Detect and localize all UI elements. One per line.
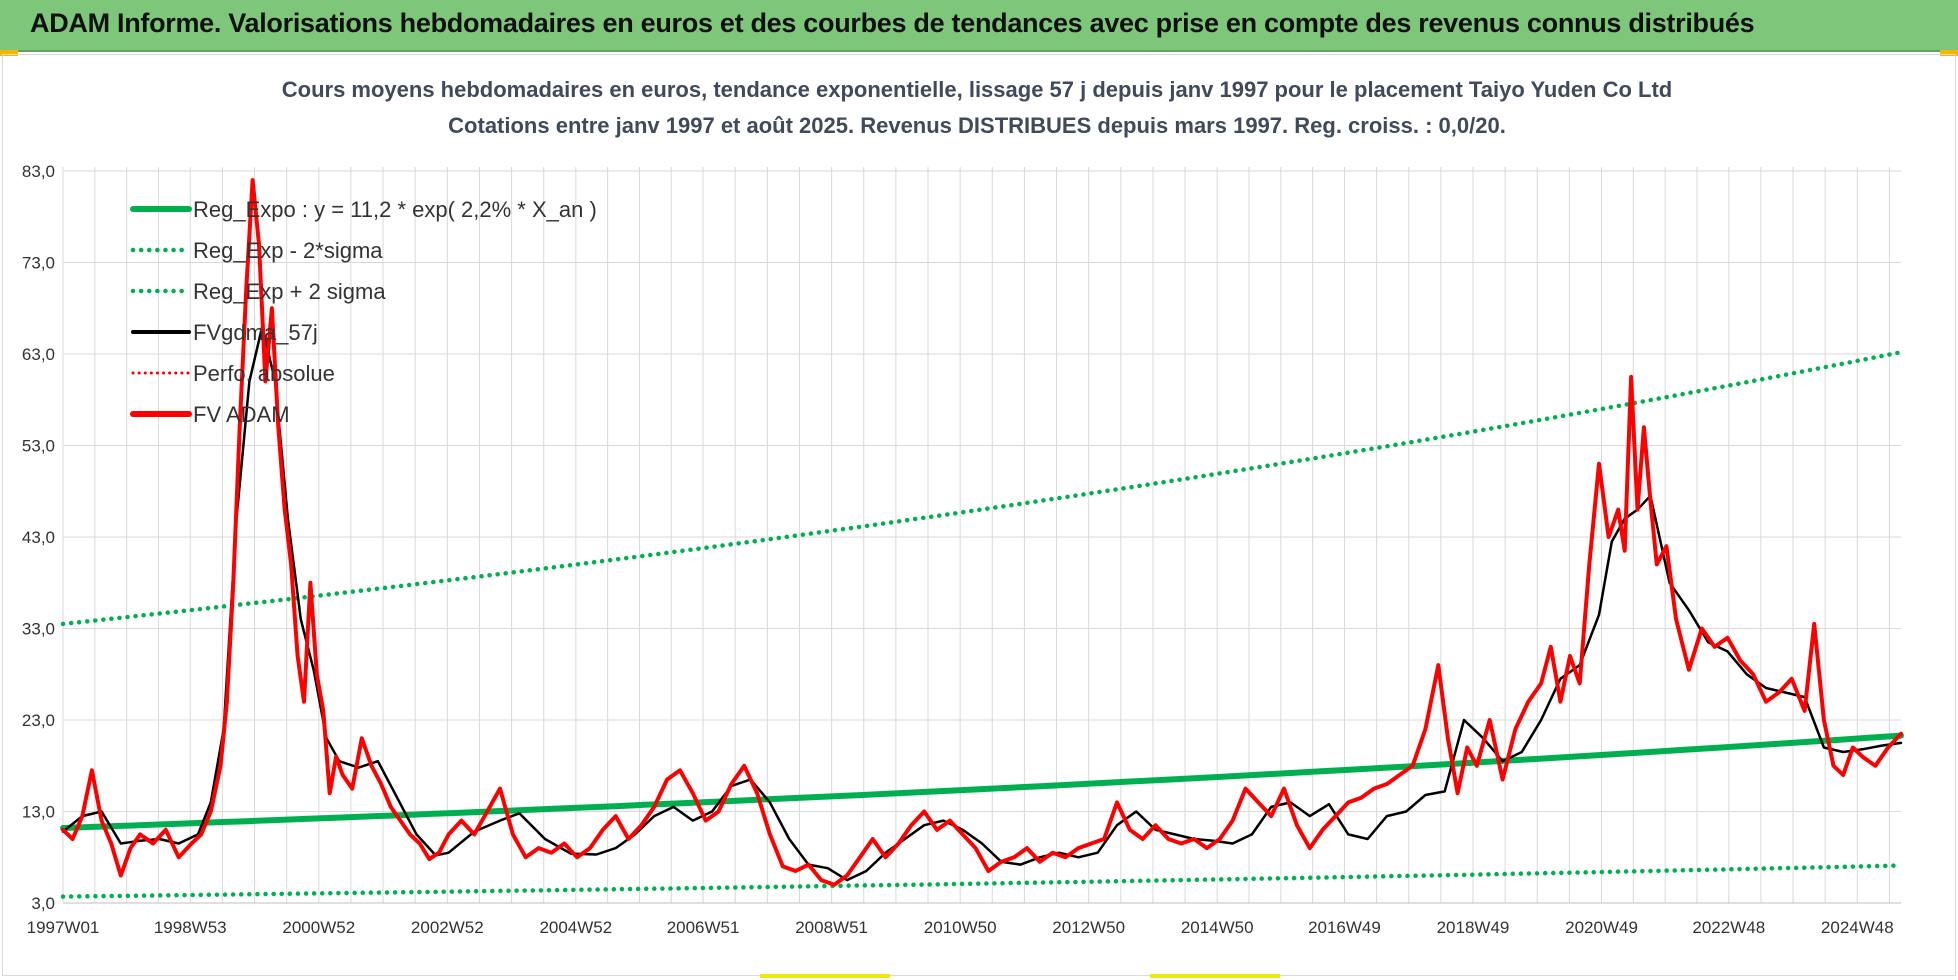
y-tick-label: 23,0 [22,711,55,730]
x-tick-label: 2012W50 [1052,918,1125,937]
series-line-fvgdma-57j-3 [63,327,1901,881]
y-tick-label: 43,0 [22,528,55,547]
x-tick-label: 2020W49 [1565,918,1638,937]
y-tick-label: 33,0 [22,620,55,639]
y-tick-label: 3,0 [31,894,55,913]
chart-title: Cours moyens hebdomadaires en euros, ten… [282,77,1673,102]
x-tick-label: 1998W53 [154,918,227,937]
series-line-reg-exp-1 [63,866,1901,897]
title-banner: ADAM Informe. Valorisations hebdomadaire… [0,0,1958,52]
y-tick-label: 13,0 [22,803,55,822]
x-tick-label: 1997W01 [27,918,100,937]
chart-area: Cours moyens hebdomadaires en euros, ten… [2,54,1956,976]
y-tick-label: 53,0 [22,437,55,456]
x-tick-label: 2004W52 [539,918,612,937]
chart-subtitle: Cotations entre janv 1997 et août 2025. … [448,113,1506,138]
x-tick-label: 2008W51 [795,918,868,937]
x-tick-label: 2024W48 [1821,918,1894,937]
x-tick-label: 2006W51 [667,918,740,937]
x-tick-label: 2000W52 [282,918,355,937]
x-tick-label: 2016W49 [1308,918,1381,937]
y-tick-label: 83,0 [22,162,55,181]
x-tick-label: 2010W50 [924,918,997,937]
x-tick-label: 2018W49 [1437,918,1510,937]
legend-label: Reg_Exp + 2 sigma [193,279,386,304]
bottom-mark-2 [1150,974,1280,978]
x-tick-label: 2014W50 [1181,918,1254,937]
bottom-mark-1 [760,974,890,978]
legend: Reg_Expo : y = 11,2 * exp( 2,2% * X_an )… [133,197,597,427]
legend-label: Reg_Exp - 2*sigma [193,238,383,263]
legend-label: FVgdma_57j [193,320,318,345]
legend-label: Reg_Expo : y = 11,2 * exp( 2,2% * X_an ) [193,197,597,222]
chart-svg: Cours moyens hebdomadaires en euros, ten… [3,55,1955,975]
series-line-reg-expo-0 [63,736,1901,828]
legend-label: Perfo. absolue [193,361,335,386]
x-tick-label: 2002W52 [411,918,484,937]
x-tick-label: 2022W48 [1692,918,1765,937]
legend-label: FV ADAM [193,402,290,427]
y-tick-label: 73,0 [22,254,55,273]
banner-title: ADAM Informe. Valorisations hebdomadaire… [30,8,1754,39]
y-tick-label: 63,0 [22,345,55,364]
